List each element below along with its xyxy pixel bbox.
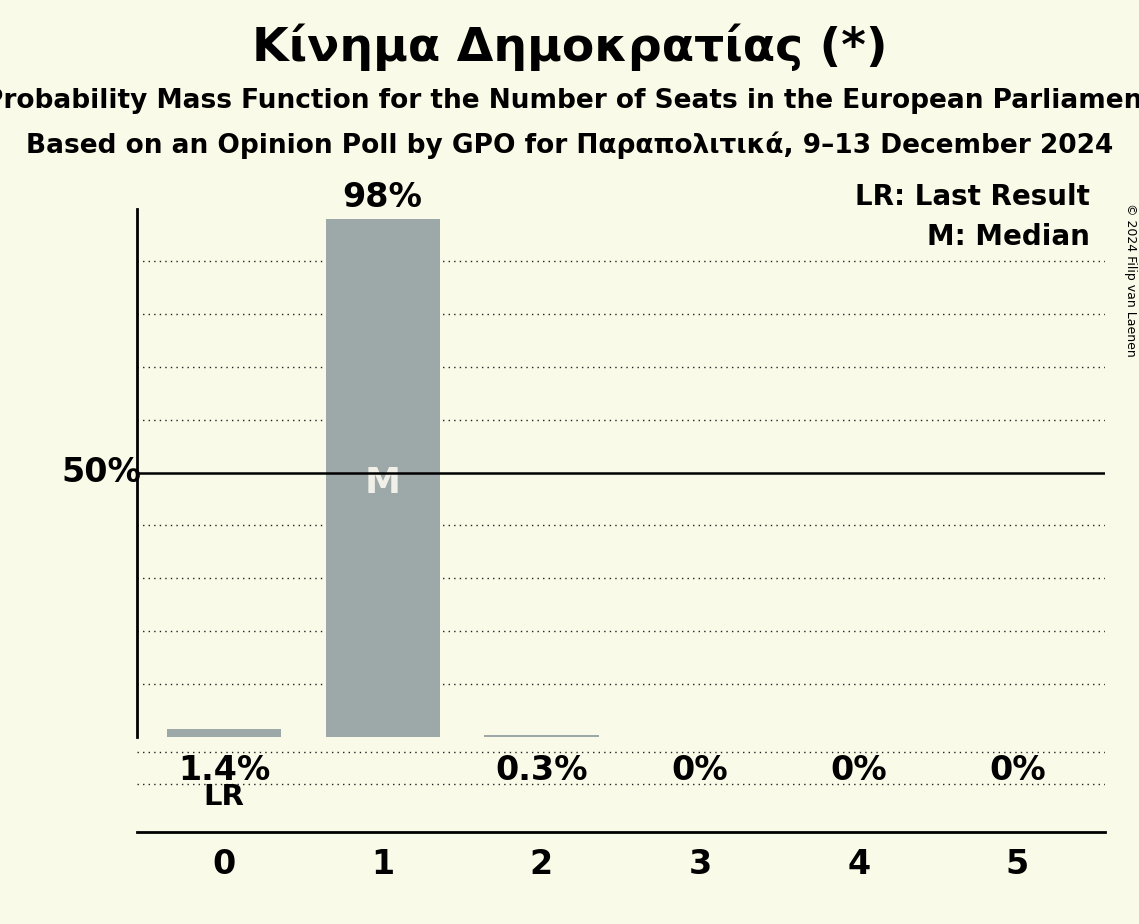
- Text: 98%: 98%: [343, 181, 423, 213]
- Text: 1.4%: 1.4%: [178, 754, 270, 787]
- Text: Based on an Opinion Poll by GPO for Παραπολιτικά, 9–13 December 2024: Based on an Opinion Poll by GPO for Παρα…: [26, 131, 1113, 159]
- Text: 0%: 0%: [830, 754, 887, 787]
- Bar: [484, 735, 598, 736]
- Text: M: Median: M: Median: [927, 223, 1090, 251]
- Text: 0%: 0%: [990, 754, 1046, 787]
- Text: LR: Last Result: LR: Last Result: [855, 183, 1090, 211]
- Bar: [166, 729, 281, 736]
- Text: 0%: 0%: [672, 754, 729, 787]
- Text: Probability Mass Function for the Number of Seats in the European Parliament: Probability Mass Function for the Number…: [0, 88, 1139, 114]
- Text: © 2024 Filip van Laenen: © 2024 Filip van Laenen: [1124, 203, 1137, 357]
- Text: 50%: 50%: [62, 456, 141, 489]
- Text: LR: LR: [204, 784, 245, 811]
- Bar: [326, 219, 440, 736]
- Text: Κίνημα Δημοκρατίας (*): Κίνημα Δημοκρατίας (*): [252, 23, 887, 70]
- Text: 0.3%: 0.3%: [495, 754, 588, 787]
- Text: M: M: [364, 466, 401, 500]
